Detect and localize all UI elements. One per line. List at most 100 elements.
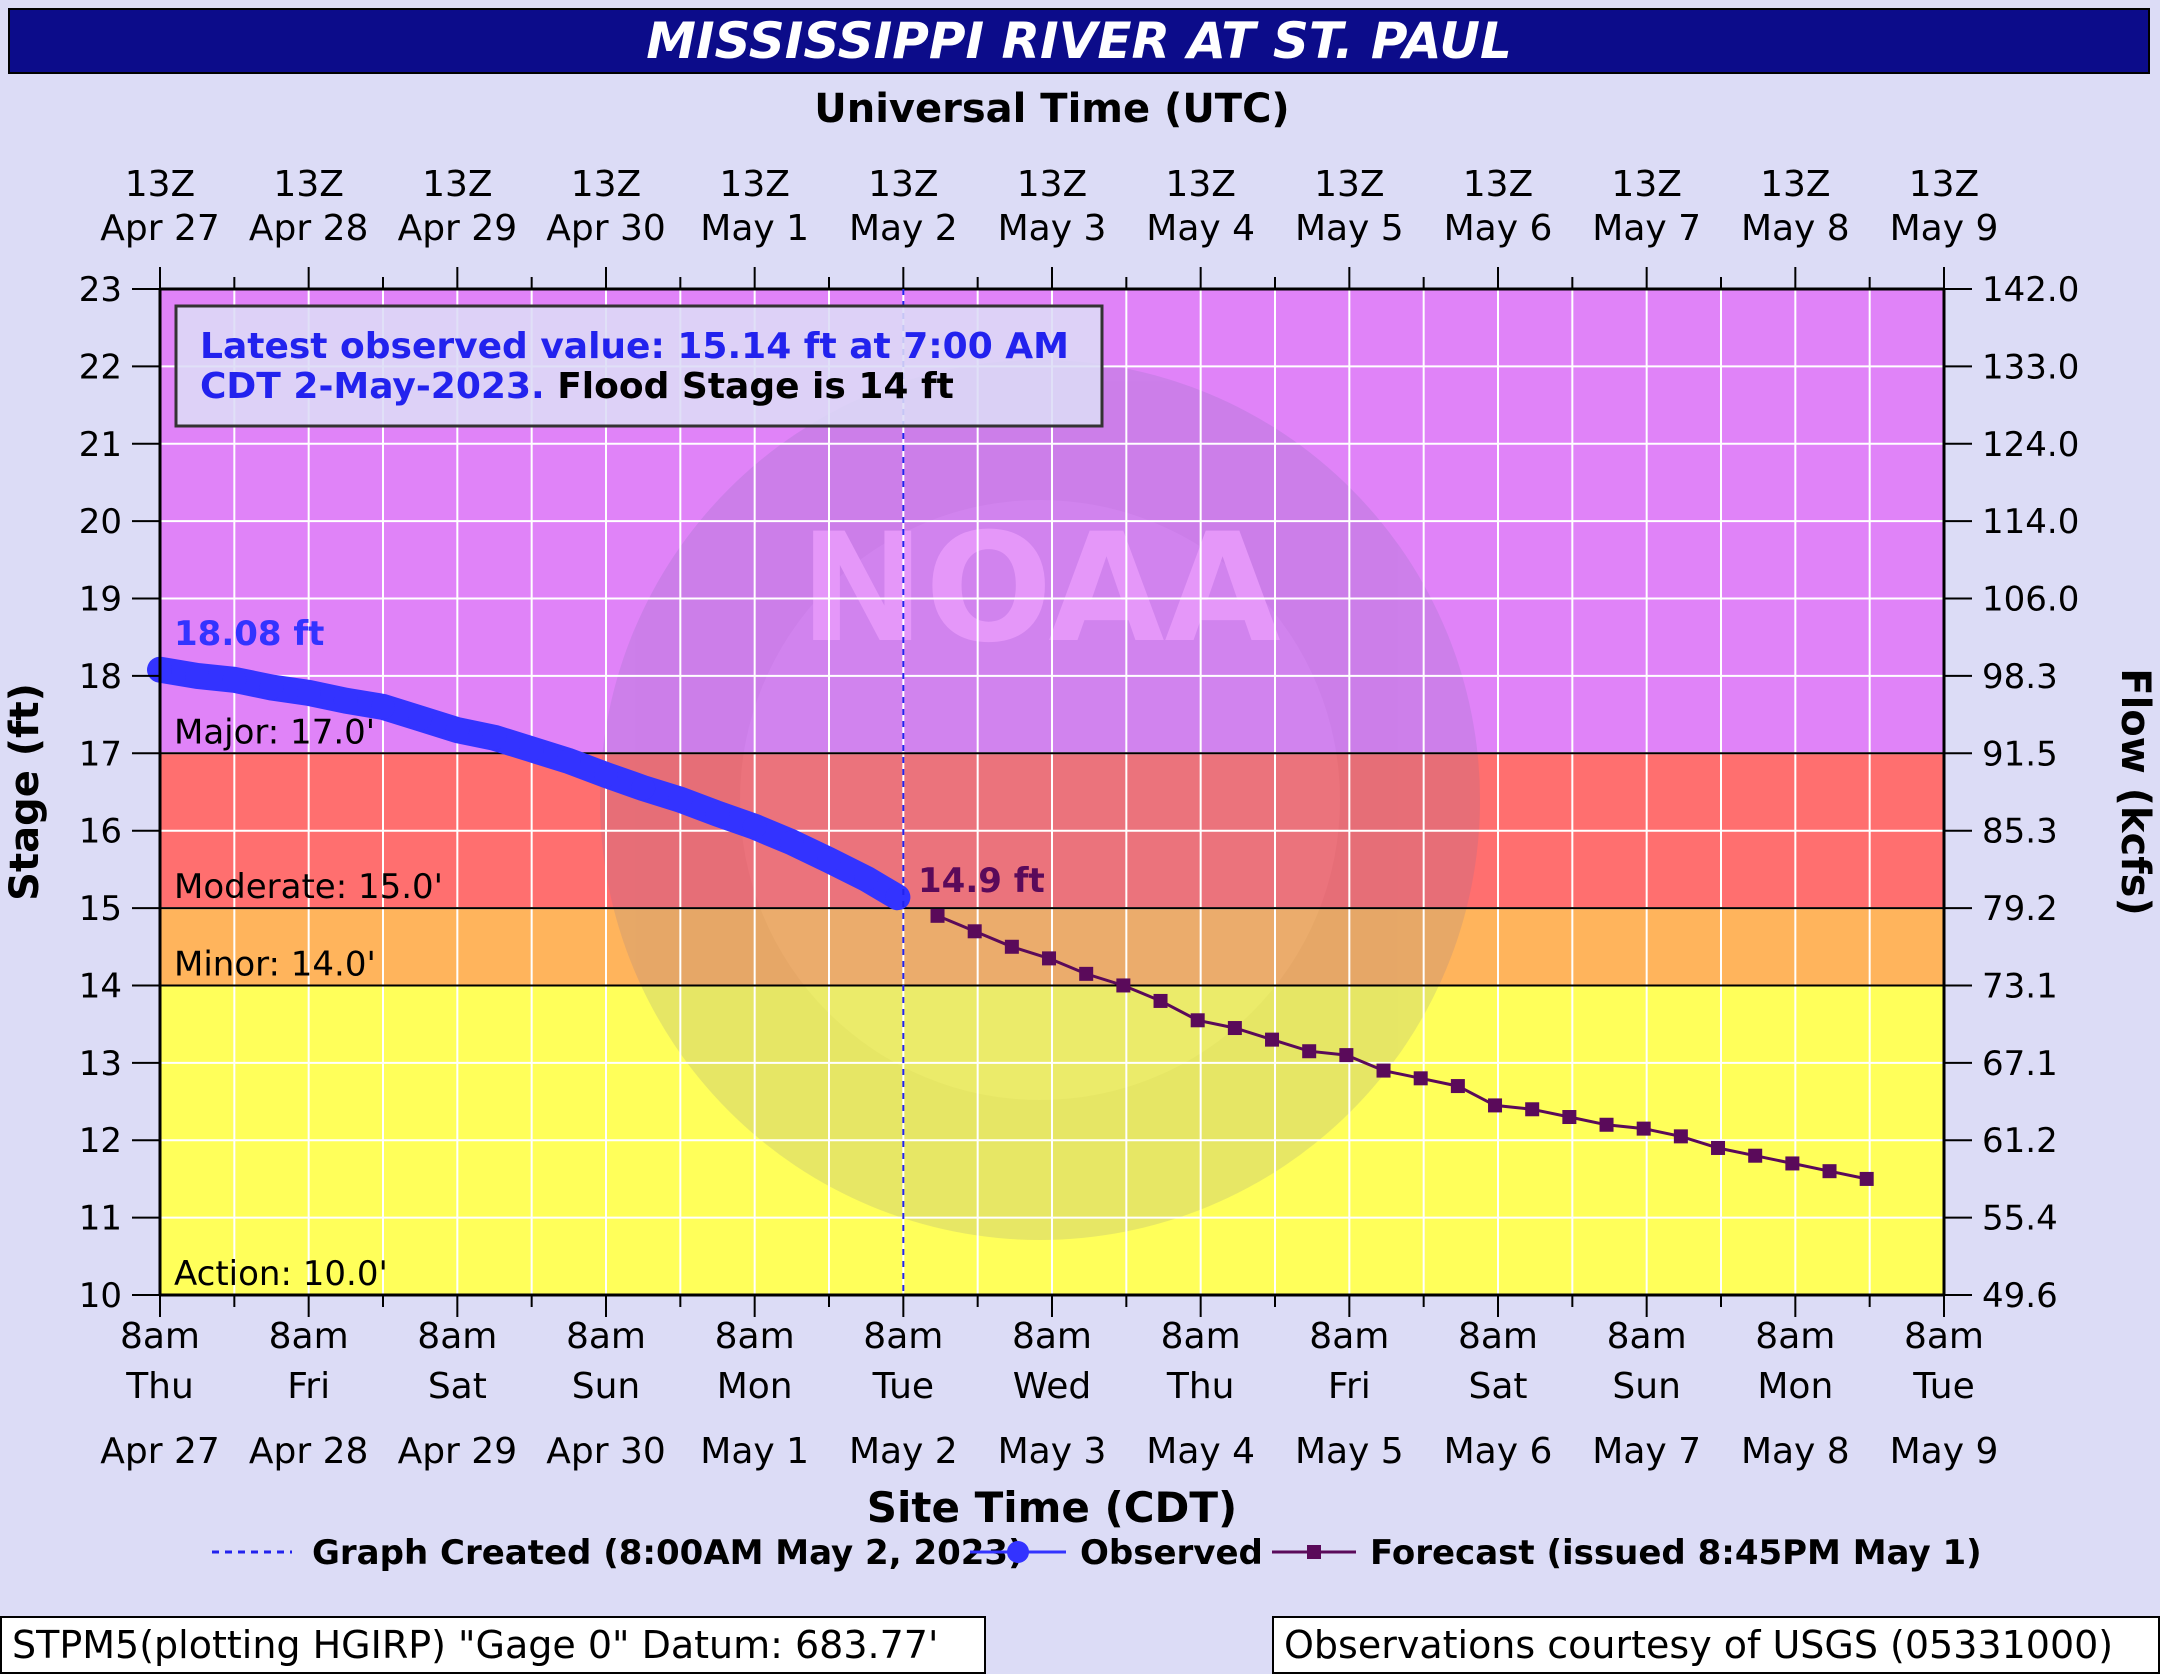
y2-tick-label: 67.1 bbox=[1982, 1044, 2058, 1084]
bottom-tick-date: Apr 28 bbox=[249, 1431, 369, 1472]
bottom-tick-time: 8am bbox=[566, 1316, 646, 1357]
top-tick-time: 13Z bbox=[1017, 164, 1087, 205]
bottom-tick-date: May 9 bbox=[1890, 1431, 1999, 1472]
threshold-label-action: Action: 10.0' bbox=[174, 1254, 388, 1294]
noaa-watermark: NOAA bbox=[600, 360, 1480, 1240]
latest-date: CDT 2-May-2023. bbox=[200, 366, 545, 407]
top-axis-label: Universal Time (UTC) bbox=[814, 86, 1289, 132]
forecast-point bbox=[1227, 1021, 1242, 1036]
y-tick-label: 23 bbox=[79, 270, 122, 310]
observed-point bbox=[185, 663, 210, 688]
bottom-tick-date: May 7 bbox=[1592, 1431, 1701, 1472]
bottom-tick-weekday: Thu bbox=[125, 1366, 194, 1407]
bottom-tick-time: 8am bbox=[1607, 1316, 1687, 1357]
top-tick-date: May 2 bbox=[849, 208, 958, 249]
footer-datum: STPM5(plotting HGIRP) "Gage 0" Datum: 68… bbox=[0, 1616, 986, 1674]
y-tick-label: 10 bbox=[79, 1276, 122, 1316]
y2-tick-label: 106.0 bbox=[1982, 580, 2079, 620]
bottom-tick-date: Apr 27 bbox=[100, 1431, 220, 1472]
top-tick-date: May 3 bbox=[998, 208, 1107, 249]
bottom-tick-weekday: Tue bbox=[872, 1366, 935, 1407]
y-tick-label: 12 bbox=[79, 1121, 122, 1161]
bottom-tick-weekday: Sat bbox=[1468, 1366, 1527, 1407]
flood-stage-text: CDT 2-May-2023. Flood Stage is 14 ft bbox=[200, 366, 954, 407]
bottom-tick-time: 8am bbox=[863, 1316, 943, 1357]
bottom-tick-weekday: Thu bbox=[1166, 1366, 1235, 1407]
bottom-tick-date: May 8 bbox=[1741, 1431, 1850, 1472]
observed-point bbox=[631, 776, 656, 801]
forecast-point bbox=[1339, 1048, 1354, 1063]
bottom-tick-weekday: Wed bbox=[1013, 1366, 1092, 1407]
forecast-point bbox=[1042, 951, 1057, 966]
top-tick-date: May 7 bbox=[1592, 208, 1701, 249]
bottom-tick-weekday: Tue bbox=[1912, 1366, 1975, 1407]
top-tick-time: 13Z bbox=[571, 164, 641, 205]
y2-tick-label: 114.0 bbox=[1982, 502, 2079, 542]
observed-point bbox=[519, 737, 544, 762]
bottom-tick-time: 8am bbox=[715, 1316, 795, 1357]
y2-tick-label: 142.0 bbox=[1982, 270, 2079, 310]
observed-point bbox=[705, 801, 730, 826]
forecast-point bbox=[1636, 1121, 1651, 1136]
observed-point bbox=[668, 787, 693, 812]
top-tick-date: May 5 bbox=[1295, 208, 1404, 249]
peak-label: 18.08 ft bbox=[174, 614, 324, 654]
y2-tick-label: 79.2 bbox=[1982, 889, 2058, 929]
forecast-point bbox=[1785, 1156, 1800, 1171]
observed-point bbox=[742, 814, 767, 839]
y2-tick-label: 73.1 bbox=[1982, 966, 2058, 1006]
observed-point bbox=[594, 762, 618, 787]
observed-point bbox=[482, 725, 507, 750]
observed-point bbox=[854, 866, 879, 891]
observed-point bbox=[333, 688, 358, 713]
y-tick-label: 17 bbox=[79, 734, 122, 774]
y-axis-label: Stage (ft) bbox=[2, 683, 48, 901]
y2-tick-label: 133.0 bbox=[1982, 347, 2079, 387]
forecast-point bbox=[1413, 1071, 1428, 1086]
forecast-point bbox=[1673, 1129, 1688, 1144]
legend-observed-marker bbox=[1007, 1541, 1029, 1563]
bottom-tick-date: May 4 bbox=[1146, 1431, 1255, 1472]
observed-point bbox=[222, 667, 247, 692]
y-tick-label: 15 bbox=[79, 889, 122, 929]
top-tick-time: 13Z bbox=[273, 164, 343, 205]
observed-point bbox=[885, 885, 910, 910]
forecast-point bbox=[1079, 966, 1094, 981]
top-tick-date: May 1 bbox=[700, 208, 809, 249]
chart-title: MISSISSIPPI RIVER AT ST. PAUL bbox=[646, 12, 1512, 70]
bottom-tick-time: 8am bbox=[1012, 1316, 1092, 1357]
bottom-tick-time: 8am bbox=[1309, 1316, 1389, 1357]
y2-tick-label: 61.2 bbox=[1982, 1121, 2058, 1161]
forecast-point bbox=[967, 924, 982, 939]
top-tick-time: 13Z bbox=[868, 164, 938, 205]
observed-point bbox=[779, 830, 804, 855]
observed-point bbox=[408, 706, 433, 731]
watermark-text: NOAA bbox=[799, 502, 1280, 676]
y2-axis-label: Flow (kcfs) bbox=[2112, 668, 2158, 915]
top-tick-date: Apr 28 bbox=[249, 208, 369, 249]
bottom-tick-weekday: Sun bbox=[572, 1366, 640, 1407]
y-tick-label: 11 bbox=[79, 1199, 122, 1239]
bottom-tick-weekday: Sat bbox=[428, 1366, 487, 1407]
bottom-tick-weekday: Mon bbox=[717, 1366, 793, 1407]
legend-forecast-marker bbox=[1307, 1545, 1321, 1559]
bottom-tick-date: Apr 29 bbox=[398, 1431, 518, 1472]
forecast-point bbox=[1525, 1102, 1540, 1117]
top-tick-date: Apr 30 bbox=[546, 208, 666, 249]
forecast-point bbox=[930, 908, 945, 923]
y2-tick-label: 85.3 bbox=[1982, 812, 2058, 852]
forecast-point bbox=[1153, 993, 1168, 1008]
y-tick-label: 20 bbox=[79, 502, 122, 542]
threshold-label-major: Major: 17.0' bbox=[174, 712, 375, 752]
forecast-point bbox=[1859, 1171, 1874, 1186]
y2-tick-label: 91.5 bbox=[1982, 734, 2058, 774]
top-tick-time: 13Z bbox=[1314, 164, 1384, 205]
forecast-point bbox=[1116, 978, 1131, 993]
forecast-point bbox=[1599, 1117, 1614, 1132]
flood-stage-note: Flood Stage is 14 ft bbox=[545, 366, 954, 407]
forecast-point bbox=[1004, 939, 1019, 954]
forecast-point bbox=[1822, 1164, 1837, 1179]
bottom-tick-time: 8am bbox=[120, 1316, 200, 1357]
legend-created-label: Graph Created (8:00AM May 2, 2023) bbox=[312, 1533, 1024, 1573]
bottom-tick-date: May 1 bbox=[700, 1431, 809, 1472]
